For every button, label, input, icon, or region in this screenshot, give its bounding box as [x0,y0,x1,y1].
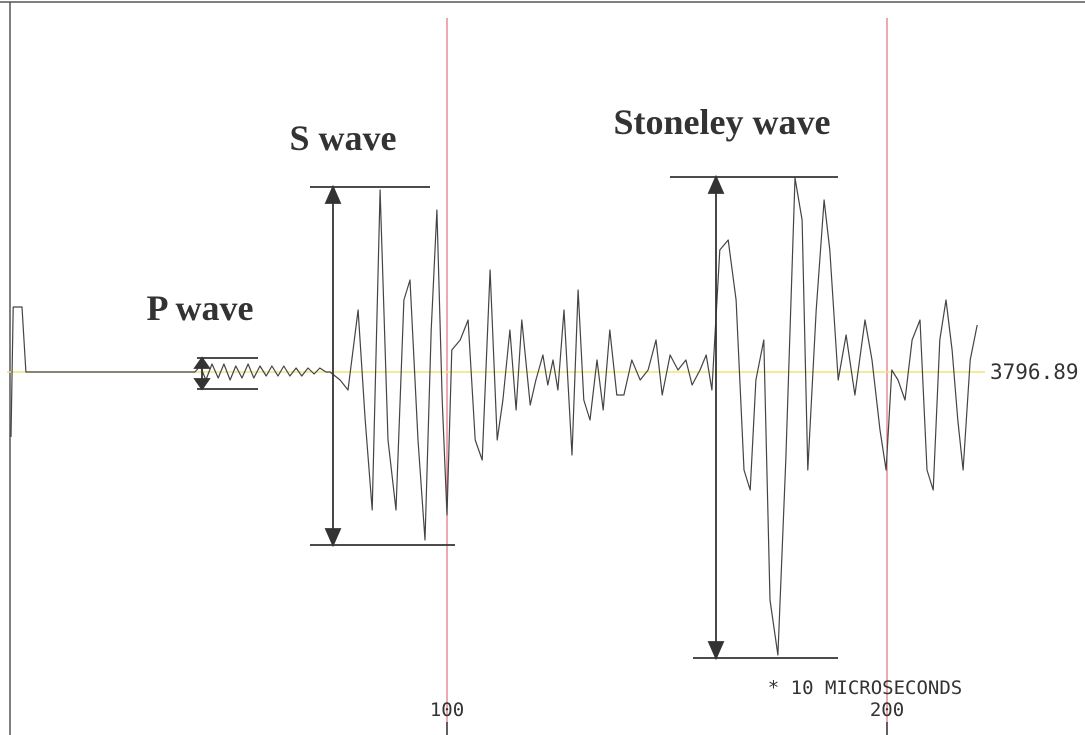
annotation: P wave [147,288,254,328]
y-tick-label: 3796.89 [990,360,1079,384]
x-tick-label: 200 [870,699,904,721]
annotation: S wave [290,118,397,158]
plot-area [7,18,985,735]
waveform [10,177,978,656]
amplitude-brackets [193,174,838,661]
x-tick-label: 100 [430,699,464,721]
x-axis-label: * 10 MICROSECONDS [768,677,962,699]
arrow-head [324,184,342,548]
arrow-head [193,356,211,391]
arrow-head [707,174,725,661]
annotation: Stoneley wave [614,102,831,142]
